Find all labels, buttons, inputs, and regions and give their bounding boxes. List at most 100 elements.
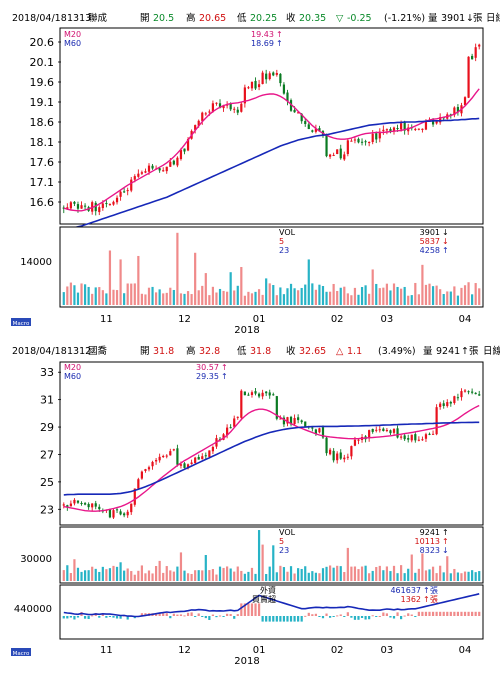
- candle-body: [247, 87, 250, 89]
- mode-badge[interactable]: Macro: [11, 318, 31, 327]
- quote-date: 2018/04/18: [12, 346, 67, 357]
- candle: [94, 201, 97, 216]
- volume-bar: [176, 232, 179, 305]
- volume-bar: [478, 288, 481, 305]
- candle: [83, 203, 87, 211]
- volume-bar: [201, 285, 204, 305]
- stock-name: 國喬: [88, 345, 108, 357]
- mode-badge-bg[interactable]: [11, 648, 31, 656]
- candle: [332, 152, 335, 157]
- mode-badge-label[interactable]: Macro: [13, 321, 30, 327]
- low-value: 31.8: [250, 346, 271, 357]
- candle: [435, 404, 438, 436]
- volume-bar: [435, 285, 438, 305]
- chart-1313: 2018/04/18 1313 聯成 開 20.5 高 20.65 低 20.2…: [11, 12, 500, 336]
- flow-bar: [254, 603, 257, 616]
- mode-badge-bg[interactable]: [11, 318, 31, 326]
- volume-bar: [119, 259, 122, 305]
- volume-bar: [94, 568, 97, 581]
- candle-body: [414, 434, 417, 441]
- volume-bar: [474, 572, 477, 581]
- candle-body: [403, 121, 406, 131]
- volume-bar: [449, 573, 452, 581]
- volume-bar: [186, 291, 190, 305]
- candle-body: [442, 403, 445, 406]
- high-value: 32.8: [199, 346, 220, 357]
- volume-bar: [87, 570, 90, 581]
- volume-bar: [421, 553, 424, 581]
- time-tick-label: 04: [459, 314, 472, 325]
- flow-bar: [336, 615, 339, 617]
- candle-body: [478, 394, 481, 396]
- volume-bar: [463, 571, 467, 581]
- flow-bar: [183, 615, 186, 617]
- volume-bar: [268, 283, 271, 305]
- candle: [247, 86, 250, 90]
- mode-badge-label[interactable]: Macro: [13, 651, 30, 657]
- flow-bar: [119, 616, 122, 619]
- volume-bar: [360, 287, 364, 305]
- flow-bar: [421, 611, 424, 616]
- volume-bar: [300, 287, 303, 305]
- change-percent: (-1.21%): [384, 13, 425, 24]
- candle-body: [400, 436, 403, 438]
- candle-body: [328, 449, 332, 455]
- price-tick-label: 16.6: [30, 196, 55, 209]
- candle: [421, 436, 424, 441]
- flow-bar: [250, 603, 254, 616]
- candle-body: [378, 131, 381, 139]
- candle: [293, 414, 296, 425]
- legend-m60-value: 29.35: [196, 372, 219, 381]
- volume-bar: [307, 572, 310, 581]
- candle: [73, 201, 76, 207]
- candle: [112, 200, 115, 206]
- volume-bar: [343, 572, 346, 581]
- candle-body: [471, 55, 474, 60]
- candle-body: [98, 506, 101, 510]
- candle: [261, 70, 264, 85]
- candle: [346, 453, 349, 460]
- volume-bar: [346, 293, 349, 305]
- flow-legend-line1: 外資: [260, 585, 276, 595]
- candle-body: [250, 392, 254, 396]
- time-tick-label: 12: [178, 645, 191, 656]
- time-axis-year: 2018: [234, 325, 259, 336]
- volume-bar: [229, 568, 232, 581]
- candle-body: [453, 396, 456, 404]
- legend-m60-label: M60: [64, 39, 81, 48]
- candle: [261, 389, 264, 400]
- flow-bar: [73, 616, 76, 620]
- candle: [144, 168, 147, 174]
- candle: [272, 392, 275, 396]
- candle: [442, 400, 445, 409]
- volume-bar: [328, 565, 332, 581]
- volume-bar: [439, 565, 442, 581]
- vol-legend-today-arrow: ↑: [442, 528, 449, 537]
- close-label: 收: [286, 12, 296, 24]
- flow-bar: [162, 613, 165, 616]
- foreign-holding-line: [63, 593, 480, 618]
- candle-body: [250, 81, 254, 89]
- flow-bar: [62, 616, 65, 619]
- candle: [304, 421, 307, 427]
- candle-body: [190, 462, 193, 465]
- volume-bar: [478, 571, 481, 581]
- candle-body: [417, 439, 420, 441]
- mode-badge[interactable]: Macro: [11, 648, 31, 657]
- candle: [463, 388, 467, 393]
- candle: [233, 415, 236, 428]
- candle: [98, 205, 101, 216]
- close-value: 32.65: [299, 346, 326, 357]
- volume-bar: [204, 273, 207, 305]
- volume-bar: [467, 571, 470, 581]
- flow-bar: [456, 611, 460, 616]
- candle: [240, 389, 243, 421]
- volume-bar: [208, 295, 211, 305]
- volume-bar: [407, 568, 410, 581]
- candle: [204, 452, 207, 460]
- candle-body: [123, 513, 126, 516]
- volume-bar: [272, 285, 275, 305]
- candle-body: [396, 428, 399, 438]
- time-tick-label: 11: [100, 314, 113, 325]
- volume-bar: [190, 573, 193, 581]
